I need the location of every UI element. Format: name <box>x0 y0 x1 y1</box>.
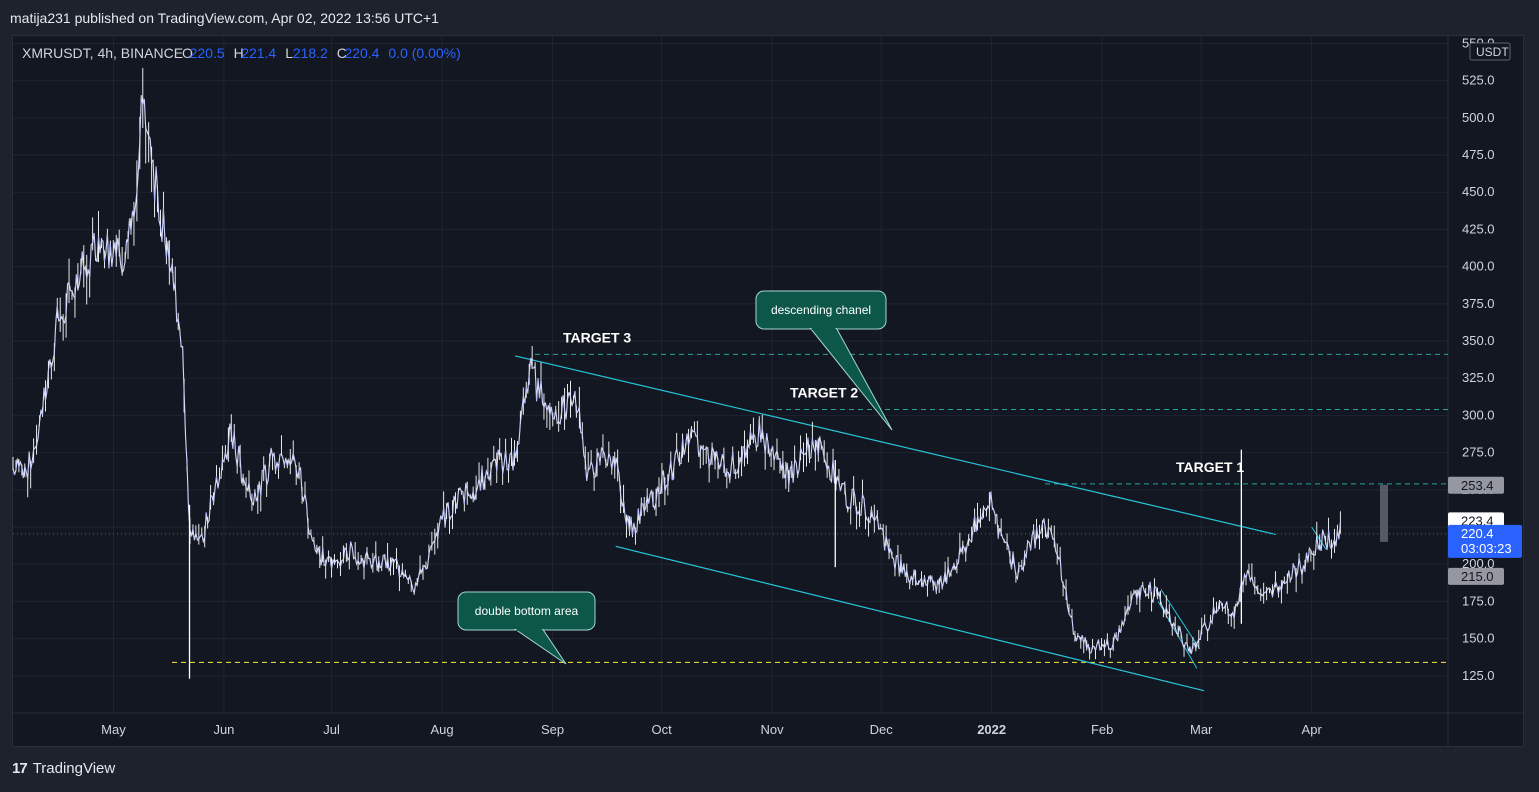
channel-upper-line <box>515 355 1276 536</box>
price-badge-current-label: 220.4 <box>1461 526 1494 541</box>
price-badge-label: 215.0 <box>1461 569 1494 584</box>
time-tick-label: Mar <box>1190 722 1213 737</box>
price-tick-label: 475.0 <box>1462 147 1495 162</box>
price-tick-label: 425.0 <box>1462 221 1495 236</box>
time-tick-label: Oct <box>652 722 673 737</box>
price-badge-current <box>1448 524 1522 558</box>
time-tick-label: May <box>101 722 126 737</box>
price-tick-label: 500.0 <box>1462 110 1495 125</box>
level-label: TARGET 2 <box>790 384 858 400</box>
currency-label: USDT <box>1476 45 1509 59</box>
price-badge-label: 223.4 <box>1461 513 1494 528</box>
legend-open-value: 220.5 <box>190 45 225 61</box>
brand-label: TradingView <box>32 760 116 777</box>
legend-low-value: 218.2 <box>293 45 328 61</box>
callout-text: descending chanel <box>771 303 871 317</box>
price-tick-label: 175.0 <box>1462 593 1495 608</box>
time-tick-label: Nov <box>761 722 785 737</box>
legend-open-label: O <box>182 45 193 61</box>
time-tick-label: 2022 <box>977 722 1006 737</box>
footer-brand[interactable]: 17 TradingView <box>12 760 115 777</box>
callout-double-bottom: double bottom area <box>457 591 596 665</box>
legend-change: 0.0 (0.00%) <box>388 45 460 61</box>
price-tick-label: 125.0 <box>1462 668 1495 683</box>
price-tick-label: 525.0 <box>1462 73 1495 88</box>
legend-low-label: L <box>285 45 293 61</box>
price-badge <box>1448 567 1504 585</box>
publish-header: matija231 published on TradingView.com, … <box>10 10 439 26</box>
callout-text: double bottom area <box>475 604 579 618</box>
time-tick-label: Apr <box>1302 722 1323 737</box>
channel-lower-line <box>615 545 1205 692</box>
range-marker <box>1380 484 1388 542</box>
wedge-line <box>1311 526 1327 550</box>
callout-pointer <box>513 629 567 665</box>
legend-high-value: 221.4 <box>241 45 276 61</box>
callout-descending-channel: descending chanel <box>755 290 893 431</box>
price-tick-label: 375.0 <box>1462 296 1495 311</box>
level-label: TARGET 1 <box>1176 459 1244 475</box>
legend-high-label: H <box>234 45 244 61</box>
time-tick-label: Jul <box>323 722 340 737</box>
callout-joint <box>516 627 542 631</box>
price-series-line <box>12 95 1341 655</box>
price-tick-label: 150.0 <box>1462 631 1495 646</box>
time-tick-label: Dec <box>870 722 894 737</box>
price-series-shadow <box>12 95 1341 655</box>
time-tick-label: Sep <box>541 722 564 737</box>
price-tick-label: 450.0 <box>1462 184 1495 199</box>
callout-joint <box>811 326 836 330</box>
price-tick-label: 350.0 <box>1462 333 1495 348</box>
price-tick-label: 200.0 <box>1462 556 1495 571</box>
time-tick-label: Aug <box>430 722 453 737</box>
tradingview-logo-icon: 17 <box>12 760 28 777</box>
chart-pane[interactable] <box>12 35 1524 747</box>
price-badge-label: 253.4 <box>1461 478 1494 493</box>
legend-symbol: XMRUSDT, 4h, BINANCE <box>22 45 183 61</box>
price-tick-label: 400.0 <box>1462 259 1495 274</box>
callout-pointer <box>809 328 893 431</box>
level-label: TARGET 3 <box>563 329 631 345</box>
time-tick-label: Jun <box>213 722 234 737</box>
price-badge <box>1448 476 1504 494</box>
candle-wicks <box>12 67 1341 660</box>
currency-badge <box>1469 42 1511 61</box>
price-tick-label: 325.0 <box>1462 370 1495 385</box>
time-tick-label: Feb <box>1091 722 1113 737</box>
legend-close-value: 220.4 <box>344 45 379 61</box>
price-badge-countdown: 03:03:23 <box>1461 541 1512 556</box>
price-tick-label: 300.0 <box>1462 407 1495 422</box>
price-tick-label: 275.0 <box>1462 445 1495 460</box>
legend-close-label: C <box>337 45 347 61</box>
